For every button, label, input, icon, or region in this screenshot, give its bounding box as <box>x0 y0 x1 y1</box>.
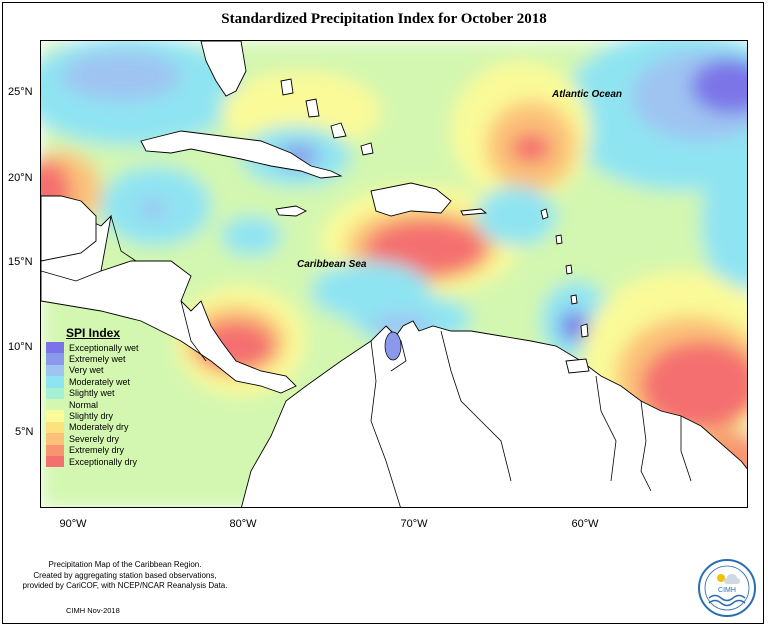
legend-swatch <box>46 433 64 445</box>
legend-item: Very wet <box>46 364 168 377</box>
legend-swatch <box>46 398 64 411</box>
legend-label: Slightly wet <box>69 388 115 399</box>
y-axis-label-20n: 20°N <box>8 172 33 184</box>
legend-item: Normal <box>46 398 168 411</box>
jamaica-island <box>275 205 308 217</box>
y-axis-label-5n: 5°N <box>15 426 34 438</box>
map-title: Standardized Precipitation Index for Oct… <box>221 11 547 27</box>
legend-item: Moderately dry <box>46 421 168 434</box>
map-panel <box>40 40 748 508</box>
legend-item: Exceptionally dry <box>46 455 168 468</box>
legend-swatch <box>46 421 64 434</box>
legend-swatch <box>46 342 64 354</box>
legend-label: Extremely wet <box>69 354 126 365</box>
legend-swatch <box>46 364 64 377</box>
credits-line-1: Precipitation Map of the Caribbean Regio… <box>48 560 202 569</box>
y-axis-label-15n: 15°N <box>8 256 33 268</box>
legend-label: Exceptionally wet <box>69 342 139 353</box>
hispaniola-island <box>370 182 452 217</box>
legend-label: Moderately dry <box>69 422 129 433</box>
legend-title: SPI Index <box>66 326 121 340</box>
legend-rows: Exceptionally wet Extremely wet Very wet Mo… <box>46 342 168 468</box>
legend-item: Exceptionally wet <box>46 342 168 354</box>
y-axis-label-25n: 25°N <box>8 86 33 98</box>
land-masses <box>41 41 747 507</box>
legend-label: Moderately wet <box>69 376 131 387</box>
logo-text: CIMH <box>718 587 736 594</box>
legend-swatch <box>46 455 64 468</box>
south-america-landmass <box>241 320 747 507</box>
cimh-logo-graphic: CIMH <box>698 559 756 617</box>
legend-item: Extremely wet <box>46 353 168 365</box>
credits-line-2: Created by aggregating station based obs… <box>33 570 217 580</box>
trinidad-island <box>565 358 590 374</box>
legend-item: Moderately wet <box>46 376 168 388</box>
lake-maracaibo <box>384 331 402 361</box>
legend-item: Extremely dry <box>46 444 168 456</box>
legend-swatch <box>46 353 64 365</box>
legend-swatch <box>46 410 64 422</box>
central-america-landmass <box>41 214 297 394</box>
legend-item: Slightly wet <box>46 387 168 399</box>
credits-block: Precipitation Map of the Caribbean Regio… <box>10 560 240 592</box>
credits-line-3: provided by CariCOF, with NCEP/NCAR Rean… <box>22 581 228 590</box>
x-axis-label-80w: 80°W <box>229 518 257 530</box>
bahamas-islands <box>280 78 374 156</box>
legend-swatch <box>46 444 64 456</box>
legend-label: Normal <box>69 399 99 410</box>
y-axis-label-10n: 10°N <box>8 341 33 353</box>
spi-legend: SPI Index Exceptionally wet Extremely wet… <box>46 326 168 476</box>
legend-label: Slightly dry <box>69 411 114 422</box>
legend-swatch <box>46 376 64 388</box>
caribbean-sea-label: Caribbean Sea <box>297 259 367 270</box>
legend-swatch <box>46 387 64 399</box>
legend-label: Extremely dry <box>69 445 125 456</box>
country-borders <box>41 215 692 507</box>
legend-item: Severely dry <box>46 433 168 445</box>
atlantic-ocean-label: Atlantic Ocean <box>552 89 623 100</box>
x-axis-label-90w: 90°W <box>59 518 87 530</box>
map-canvas <box>41 41 747 507</box>
mexico-yucatan <box>41 195 97 262</box>
florida-peninsula <box>200 41 247 97</box>
lesser-antilles <box>540 208 589 338</box>
cuba-island <box>140 130 343 179</box>
legend-item: Slightly dry <box>46 410 168 422</box>
puerto-rico-island <box>460 208 488 216</box>
legend-label: Exceptionally dry <box>69 456 138 467</box>
credits-date: CIMH Nov-2018 <box>66 606 120 615</box>
x-axis-label-70w: 70°W <box>400 518 428 530</box>
legend-label: Very wet <box>69 365 104 376</box>
legend-label: Severely dry <box>69 433 120 444</box>
cimh-logo: CIMH <box>697 558 757 618</box>
x-axis-label-60w: 60°W <box>571 518 599 530</box>
